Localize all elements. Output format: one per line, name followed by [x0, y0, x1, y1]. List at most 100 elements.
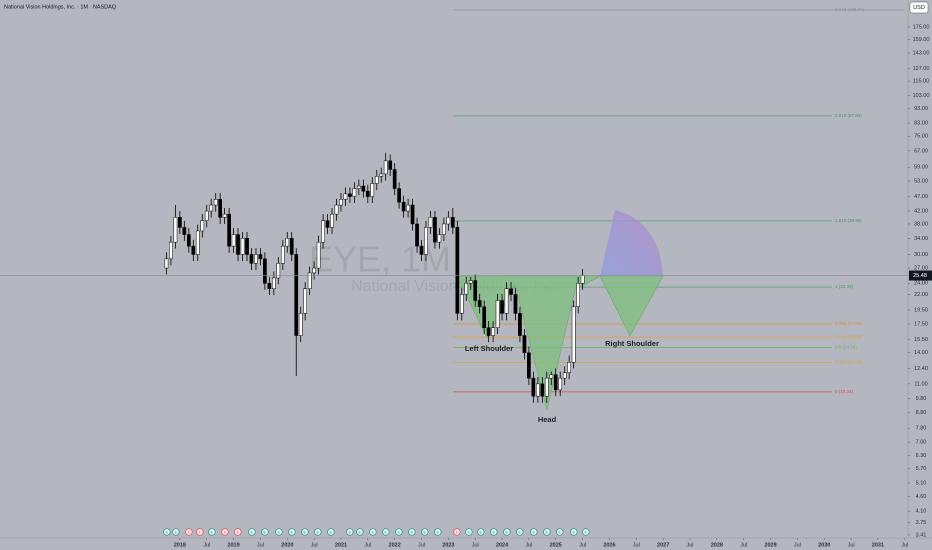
candle-body — [580, 275, 585, 284]
event-marker — [503, 528, 511, 536]
x-tick-label: 2022 — [389, 542, 401, 548]
candle-body — [218, 199, 223, 218]
event-marker — [314, 528, 322, 536]
event-label: E — [330, 530, 333, 535]
x-tick-label: Jul — [203, 542, 210, 548]
candle-body — [164, 258, 169, 269]
y-tick-label: 7.00 — [916, 440, 927, 446]
event-marker — [530, 528, 538, 536]
x-tick-label: 2019 — [227, 542, 239, 548]
candle-body — [504, 288, 509, 314]
currency-box[interactable] — [909, 1, 929, 14]
candle-body — [173, 217, 178, 243]
x-tick-label: 2025 — [550, 542, 562, 548]
candle-body — [182, 227, 187, 235]
y-tick-label: 9.80 — [916, 396, 927, 402]
event-marker — [382, 528, 390, 536]
candle-body — [316, 241, 321, 269]
x-tick-label: 2020 — [281, 542, 293, 548]
x-tick-label: Jul — [794, 542, 801, 548]
candle-body — [576, 282, 580, 308]
event-marker — [408, 528, 416, 536]
candle-body — [195, 230, 200, 255]
candle-body — [540, 383, 545, 397]
y-tick-label: 6.30 — [916, 453, 927, 459]
fib-label: 2.618 (87.80) — [835, 113, 862, 118]
event-label: E — [188, 530, 191, 535]
currency[interactable]: USD — [913, 5, 925, 11]
candle-body — [267, 282, 272, 289]
y-tick-label: 27.00 — [914, 265, 928, 271]
event-label: E — [533, 530, 536, 535]
candle-body — [370, 183, 375, 197]
y-tick-label: 103.00 — [913, 93, 930, 99]
candle-body — [567, 362, 572, 373]
x-tick-label: 2029 — [764, 542, 776, 548]
event-label: E — [166, 530, 169, 535]
event-label: E — [317, 530, 320, 535]
annotation: Left Shoulder — [465, 344, 513, 353]
x-tick-label: Jul — [525, 542, 532, 548]
y-tick-label: 83.00 — [914, 121, 928, 127]
candle-body — [276, 263, 281, 279]
candle-body — [415, 223, 419, 247]
event-marker — [163, 528, 171, 536]
x-tick-label: 2031 — [872, 542, 884, 548]
candle-body — [222, 213, 227, 218]
last-price-tag — [909, 270, 932, 281]
event-label: E — [456, 530, 459, 535]
event-label: E — [468, 530, 471, 535]
y-tick-label: 22.00 — [914, 292, 928, 298]
event-marker — [172, 528, 180, 536]
candle-body — [491, 327, 495, 336]
candle-body — [249, 254, 254, 264]
y-tick-label: 24.00 — [914, 281, 928, 287]
event-marker — [490, 528, 498, 536]
y-tick-label: 5.70 — [916, 466, 927, 472]
y-tick-label: 19.50 — [914, 307, 928, 313]
fib-label: 3.618 (199.70) — [835, 7, 865, 12]
y-tick-label: 175.00 — [913, 24, 930, 30]
y-tick-label: 15.50 — [914, 337, 928, 343]
candles — [164, 152, 585, 403]
y-tick-label: 47.00 — [914, 194, 928, 200]
candle-body — [553, 374, 558, 391]
event-label: E — [251, 530, 254, 535]
candle-body — [419, 245, 424, 255]
event-marker — [543, 528, 551, 536]
event-label: E — [506, 530, 509, 535]
candle-body — [361, 185, 366, 192]
annotation: Head — [538, 415, 557, 424]
candle-body — [271, 277, 276, 289]
candle-body — [204, 210, 209, 221]
candle-body — [280, 245, 285, 264]
x-tick-label: Jul — [848, 542, 855, 548]
event-marker — [356, 528, 364, 536]
y-tick-label: 12.40 — [914, 366, 928, 372]
x-tick-label: Jul — [740, 542, 747, 548]
candle-body — [245, 238, 249, 255]
candle-body — [410, 204, 415, 225]
candle-body — [365, 190, 370, 197]
candle-body — [406, 204, 410, 212]
candle-body — [442, 223, 446, 235]
candle-body — [437, 234, 442, 243]
candle-body — [549, 374, 554, 379]
x-tick-label: Jul — [311, 542, 318, 548]
candle-body — [527, 352, 531, 379]
y-tick-label: 14.00 — [914, 350, 928, 356]
candle-body — [495, 300, 500, 328]
event-label: E — [558, 530, 561, 535]
candle-body — [330, 213, 334, 228]
candle-body — [477, 300, 482, 308]
y-tick-label: 67.00 — [914, 148, 928, 154]
candle-body — [473, 280, 478, 301]
event-marker — [556, 528, 564, 536]
x-tick-label: Jul — [472, 542, 479, 548]
y-tick-label: 7.80 — [916, 426, 927, 432]
event-marker — [477, 528, 485, 536]
y-tick-label: 38.00 — [914, 221, 928, 227]
candle-body — [374, 176, 379, 184]
event-label: E — [480, 530, 483, 535]
y-tick-label: 93.00 — [914, 106, 928, 112]
